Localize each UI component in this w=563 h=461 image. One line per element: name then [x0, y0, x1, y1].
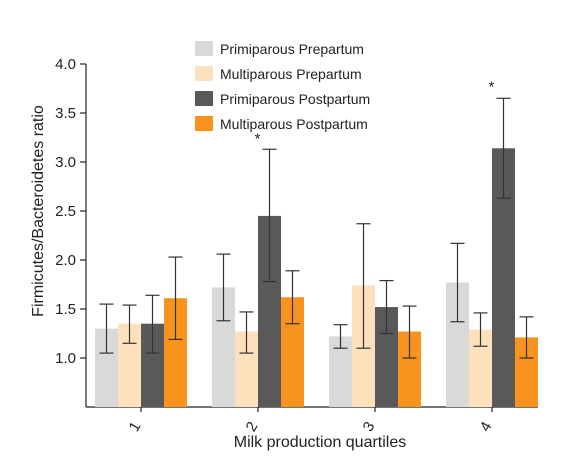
legend-label-multiparous-prepartum: Multiparous Prepartum [220, 66, 362, 82]
y-tick-label: 2.5 [55, 203, 76, 220]
y-tick-label: 3.5 [55, 105, 76, 122]
y-tick-label: 4.0 [55, 56, 76, 73]
legend-label-primiparous-postpartum: Primiparous Postpartum [220, 91, 370, 107]
bar [329, 336, 352, 407]
bar [235, 331, 258, 407]
legend-swatch-multiparous-prepartum [195, 66, 213, 81]
y-tick-label: 1.5 [55, 301, 76, 318]
bar [375, 307, 398, 407]
bar [258, 215, 281, 407]
bar [515, 337, 538, 407]
bar [212, 287, 235, 407]
x-tick-label: 4 [477, 419, 496, 435]
legend-label-multiparous-postpartum: Multiparous Postpartum [220, 116, 368, 132]
legend-swatch-primiparous-prepartum [195, 41, 213, 56]
significance-marker: * [255, 131, 261, 148]
bar [469, 329, 492, 407]
y-tick-label: 1.0 [55, 350, 76, 367]
legend: Primiparous Prepartum Multiparous Prepar… [195, 41, 370, 132]
legend-label-primiparous-prepartum: Primiparous Prepartum [220, 41, 364, 57]
bar [118, 323, 141, 407]
x-tick-label: 2 [243, 419, 262, 435]
legend-swatch-multiparous-postpartum [195, 116, 213, 131]
significance-marker: * [489, 79, 495, 96]
plot-area: 1.0 1.5 2.0 2.5 3.0 3.5 4.0 1 2 3 4 * * [55, 56, 538, 435]
x-axis-title: Milk production quartiles [234, 434, 407, 451]
legend-swatch-primiparous-postpartum [195, 91, 213, 106]
bar [492, 148, 515, 407]
y-axis-title: Firmicutes/Bacteroidetes ratio [30, 105, 47, 317]
y-tick-label: 3.0 [55, 154, 76, 171]
x-tick-label: 3 [360, 419, 379, 435]
bar [281, 297, 304, 407]
bar [164, 298, 187, 407]
bar [446, 282, 469, 407]
y-tick-label: 2.0 [55, 252, 76, 269]
bar [398, 331, 421, 407]
bar [141, 323, 164, 407]
bar [95, 328, 118, 407]
x-tick-label: 1 [126, 419, 145, 435]
